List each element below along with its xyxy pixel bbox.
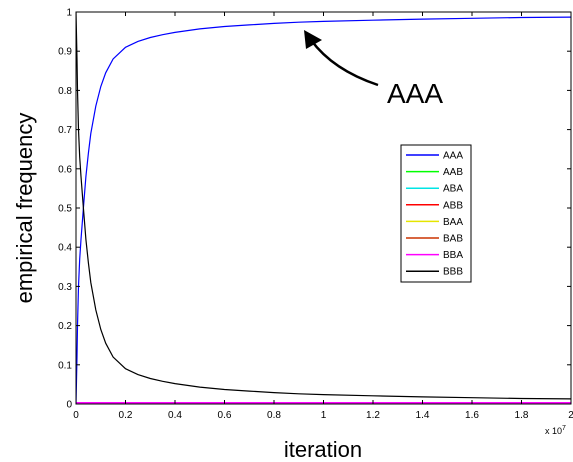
y-tick-label: 0.6 [58,164,72,175]
y-tick-label: 0.4 [58,243,72,254]
legend-label-aaa: AAA [443,151,463,162]
y-axis-title: empirical frequency [12,113,37,304]
y-tick-label: 0.2 [58,321,72,332]
legend-label-bbb: BBB [443,267,463,278]
ticks-layer: 0 0.2 0.4 0.6 0.8 1 1.2 1.4 1.6 1.8 2 0 0.1 0.2 0.3 0.4… [58,8,573,422]
legend-label-aab: AAB [443,167,463,178]
x-tick-label: 1.2 [366,410,380,421]
x-tick-label: 1.6 [465,410,479,421]
plot-area [76,12,571,404]
x-multiplier-base: x 10 [545,426,562,436]
legend-label-aba: ABA [443,184,463,195]
x-multiplier-exponent: 7 [562,425,566,432]
annotation-label: AAA [387,78,443,109]
y-tick-label: 0.5 [58,204,72,215]
x-tick-label: 2 [568,410,573,421]
y-tick-label: 0.7 [58,125,72,136]
x-tick-label: 1.8 [515,410,529,421]
x-tick-label: 0.2 [119,410,133,421]
x-axis-title: iteration [284,437,362,462]
legend-box [400,144,472,283]
x-tick-label: 1 [321,410,327,421]
y-tick-label: 1 [66,8,72,19]
y-tick-label: 0.8 [58,86,72,97]
annotation-arrowhead [304,30,322,49]
y-tick-label: 0 [66,400,72,411]
x-multiplier-label: x 107 [545,425,566,436]
legend-label-baa: BAA [443,217,463,228]
x-tick-label: 0.8 [267,410,281,421]
annotation-arrow [309,39,379,87]
legend-label-bab: BAB [443,234,463,245]
series-line-aaa [76,16,571,404]
legend: AAA AAB ABA ABB BAA BAB BBA BBB [400,144,472,283]
x-tick-label: 0.4 [168,410,182,421]
y-tick-label: 0.9 [58,47,72,58]
x-tick-label: 1.4 [416,410,430,421]
series-line-bbb [76,12,571,400]
x-tick-label: 0.6 [218,410,232,421]
y-tick-label: 0.3 [58,282,72,293]
x-tick-label: 0 [73,410,79,421]
y-tick-label: 0.1 [58,360,72,371]
legend-label-abb: ABB [443,200,463,211]
legend-label-bba: BBA [443,250,463,261]
